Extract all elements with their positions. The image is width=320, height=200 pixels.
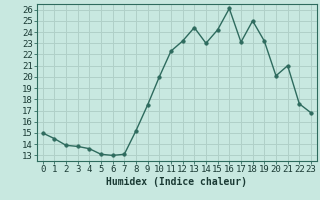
X-axis label: Humidex (Indice chaleur): Humidex (Indice chaleur) — [106, 177, 247, 187]
